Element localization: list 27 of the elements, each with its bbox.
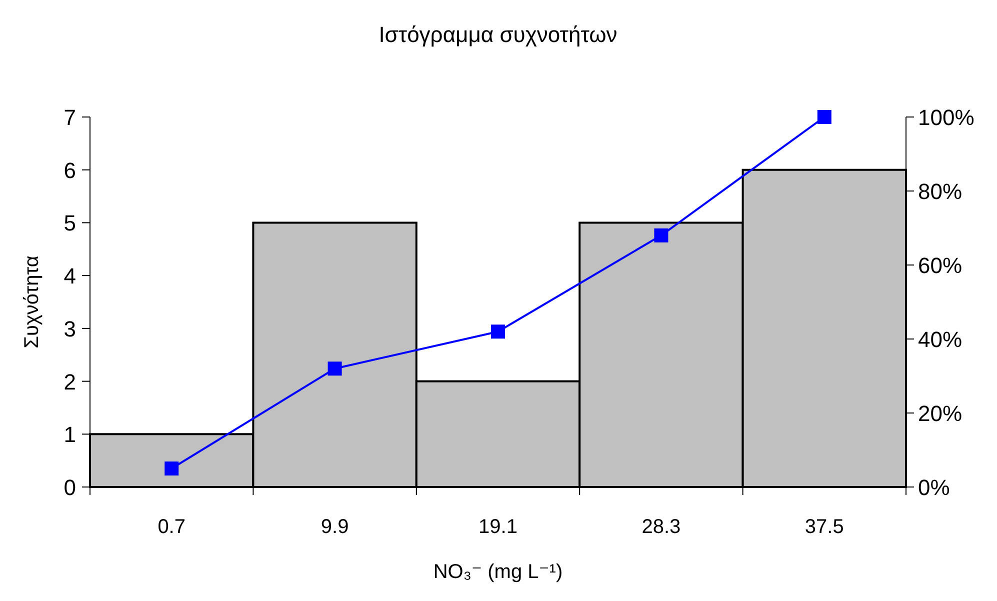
x-tick-label: 37.5 bbox=[804, 516, 844, 538]
x-tick-label: 0.7 bbox=[158, 516, 186, 538]
y-tick-label: 1 bbox=[64, 422, 76, 448]
y2-tick-label: 100% bbox=[918, 105, 974, 130]
y2-tick-label: 0% bbox=[918, 475, 950, 500]
y-tick-label: 5 bbox=[64, 210, 76, 236]
y-tick-label: 3 bbox=[64, 316, 76, 342]
y-tick-label: 0 bbox=[64, 475, 76, 500]
y-axis-title: Συχνότητα bbox=[21, 256, 43, 348]
x-tick-label: 19.1 bbox=[478, 516, 518, 538]
point bbox=[654, 228, 668, 242]
y2-tick-label: 40% bbox=[918, 327, 962, 352]
y-tick-label: 7 bbox=[64, 105, 76, 130]
x-axis-title: NO₃⁻ (mg L⁻¹) bbox=[433, 561, 563, 583]
point bbox=[164, 462, 179, 476]
point bbox=[491, 324, 505, 339]
x-tick-label: 28.3 bbox=[642, 516, 681, 538]
x-tick-label: 9.9 bbox=[320, 516, 349, 538]
y-tick-label: 2 bbox=[64, 369, 76, 394]
y2-tick-label: 20% bbox=[918, 401, 962, 426]
y2-tick-label: 80% bbox=[918, 179, 962, 204]
point bbox=[328, 362, 342, 376]
point bbox=[817, 110, 832, 124]
y2-tick-label: 60% bbox=[918, 253, 962, 278]
y-tick-label: 4 bbox=[64, 264, 76, 289]
chart-title: Ιστόγραμμα συχνοτήτων bbox=[378, 22, 618, 47]
y-tick-label: 6 bbox=[64, 158, 76, 183]
